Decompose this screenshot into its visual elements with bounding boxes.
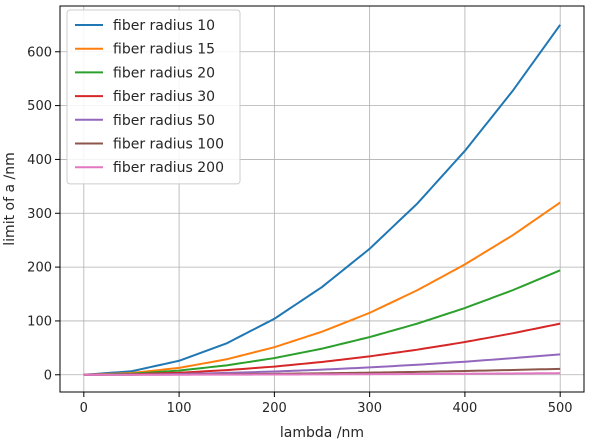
x-tick-label: 200 (262, 401, 287, 416)
series-line-fiber-radius-200 (83, 372, 561, 376)
legend-entry-label: fiber radius 100 (113, 137, 224, 153)
series-line-fiber-radius-20 (83, 269, 561, 376)
y-tick-label: 200 (27, 261, 52, 276)
legend-entry-label: fiber radius 20 (113, 65, 215, 81)
plot-frame (59, 5, 585, 393)
y-tick-label: 400 (27, 153, 52, 168)
legend: fiber radius 10 fiber radius 15 fiber radi… (66, 9, 241, 185)
series-line-fiber-radius-10 (83, 24, 561, 376)
y-tick-label: 0 (44, 368, 52, 383)
legend-entry-label: fiber radius 10 (113, 18, 215, 34)
y-tick-label: 300 (27, 207, 52, 222)
legend-box (66, 9, 241, 185)
series-line-fiber-radius-15 (83, 201, 561, 376)
y-tick-label: 600 (27, 45, 52, 60)
y-tick-label: 500 (27, 99, 52, 114)
series-lines (83, 24, 561, 376)
x-tick-label: 500 (548, 401, 573, 416)
legend-entry-label: fiber radius 200 (113, 160, 224, 176)
legend-entry-label: fiber radius 50 (113, 113, 215, 129)
legend-entry-label: fiber radius 15 (113, 42, 215, 58)
y-axis-label: limit of a /nm (2, 152, 18, 245)
x-tick-label: 100 (167, 401, 192, 416)
x-tick-label: 0 (80, 401, 88, 416)
y-tick-label: 100 (27, 314, 52, 329)
x-axis-label: lambda /nm (280, 425, 364, 440)
x-tick-label: 300 (357, 401, 382, 416)
x-tick-label: 400 (452, 401, 477, 416)
axis-ticks: 0 100 200 300 400 500 0 100 200 300 400 500 600 (27, 45, 572, 416)
legend-entry-label: fiber radius 30 (113, 89, 215, 105)
